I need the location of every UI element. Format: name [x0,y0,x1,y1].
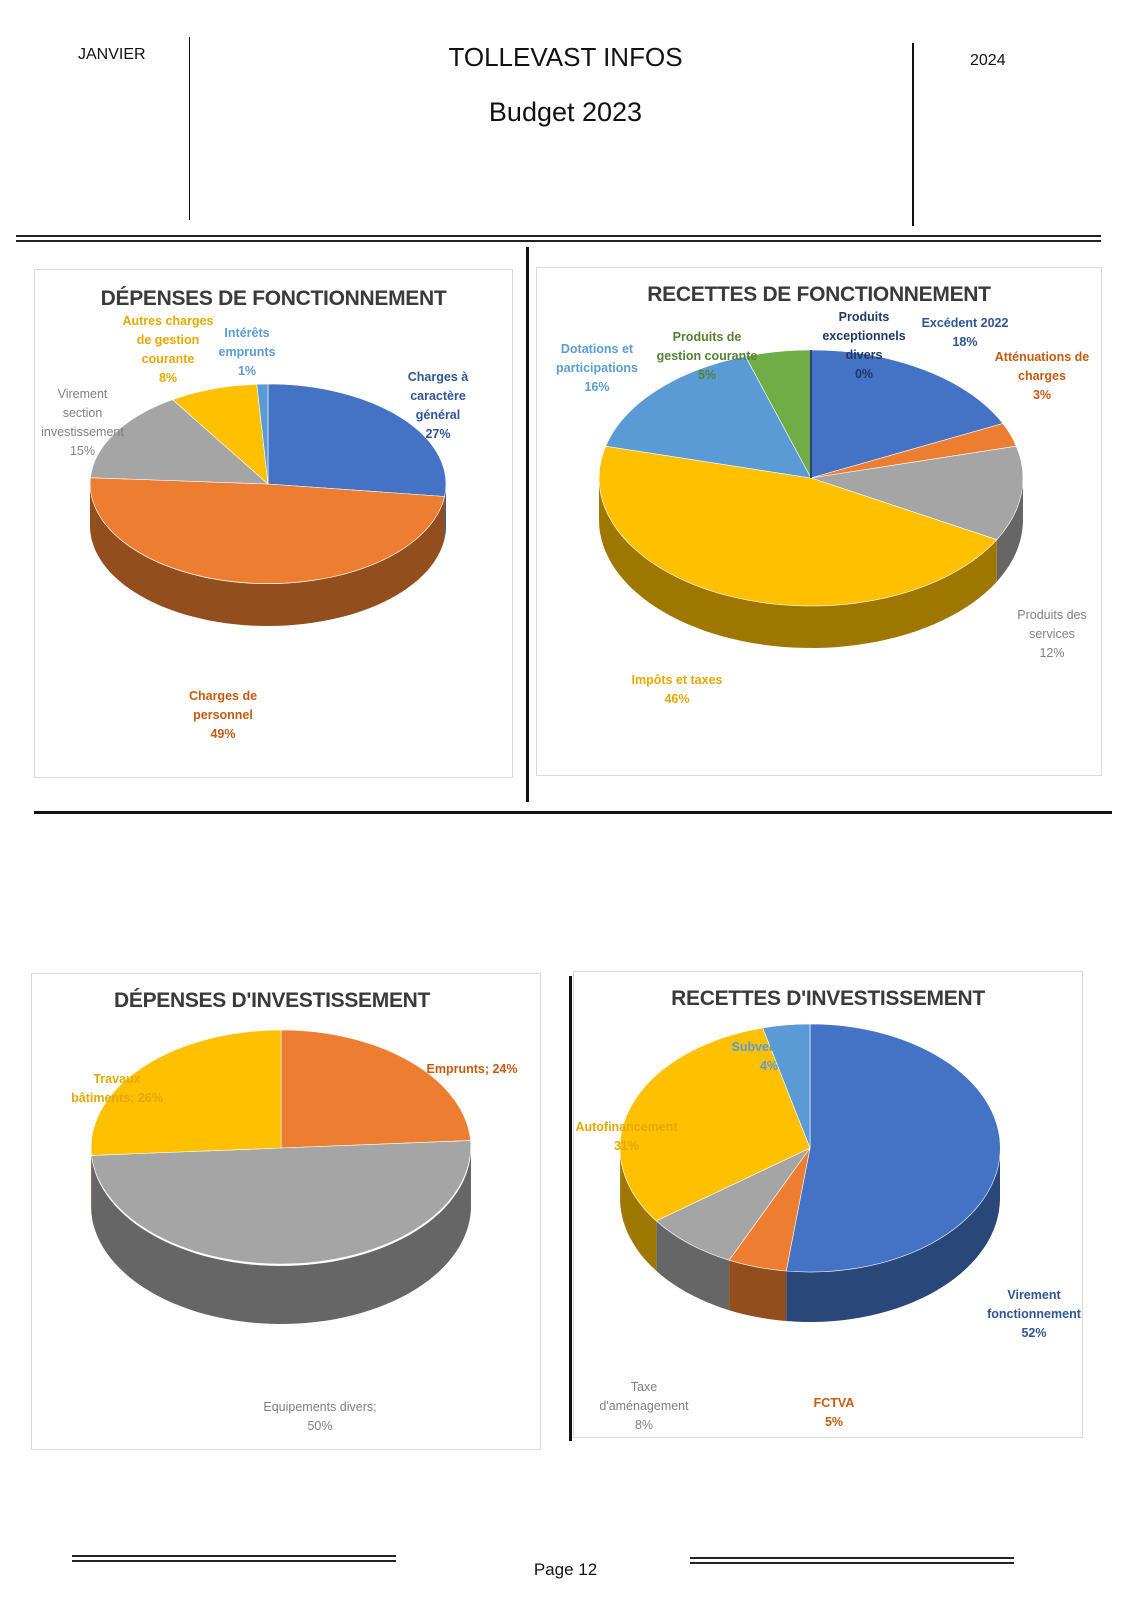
label-attenuations: Atténuations de charges 3% [994,350,1090,402]
pie-side-3 [620,1151,657,1271]
label-produits-exceptionnels: Produits exceptionnels divers 0% [822,310,906,381]
chart-title: RECETTES D'INVESTISSEMENT [671,987,985,1010]
label-produits-services: Produits des services 12% [1017,608,1087,660]
label-dotations: Dotations et participations 16% [556,342,638,394]
chart-recettes-fonctionnement: RECETTES DE FONCTIONNEMENT Excédent 2022… [536,267,1102,776]
chart-depenses-investissement: DÉPENSES D'INVESTISSEMENT Emprunts; 24% … [31,973,541,1450]
pie-chart [619,1023,1001,1322]
label-travaux: Travaux bâtiments; 26% [71,1072,163,1105]
page-title: Budget 2023 [488,97,643,127]
pie-slice-0 [267,383,447,497]
pie-slice-2 [655,1147,811,1261]
newsletter-title: TOLLEVAST INFOS [448,42,683,72]
pie-slice-4 [256,383,269,485]
label-autres-charges: Autres charges de gestion courante 8% [122,314,214,385]
bottom-charts-divider [569,976,572,1441]
pie-chart [598,349,1024,648]
label-taxe-amenagement: Taxe d'aménagement 8% [599,1380,689,1432]
pie-side-3 [599,477,997,648]
chart-recettes-investissement: RECETTES D'INVESTISSEMENT Virement foncti… [573,971,1083,1438]
pie-side-1 [91,1146,472,1324]
label-impots-taxes: Impôts et taxes 46% [631,673,723,706]
header-year: 2024 [970,52,1006,69]
label-virement-fonctionnement: Virement fonctionnement 52% [987,1288,1081,1340]
pie-side-2 [656,1220,730,1311]
section-rule [34,811,1112,814]
pie-slice-2 [90,399,269,485]
chart-title: RECETTES DE FONCTIONNEMENT [647,283,991,306]
pie-side-1 [90,482,445,626]
pie-side-0 [786,1149,1000,1322]
pie-chart [89,383,447,626]
header-divider-right [912,43,914,226]
label-interets-emprunts: Intérêts emprunts 1% [218,326,276,378]
top-charts-divider [526,247,529,802]
header-divider-left [189,37,190,220]
label-fctva: FCTVA 5% [813,1396,855,1429]
pie-slice-0 [810,349,1004,479]
header-rule [16,235,1101,242]
footer-rule-left [72,1555,396,1562]
pie-slice-3 [172,383,269,485]
pie-slice-1 [91,1140,472,1265]
pie-slice-3 [619,1027,811,1222]
pie-chart [90,1029,472,1324]
pie-slice-4 [762,1023,811,1149]
label-produits-gestion: Produits de gestion courante 5% [656,330,758,382]
label-virement-section: Virement section investissement 15% [41,387,124,458]
pie-slice-2 [90,1029,282,1156]
chart-title: DÉPENSES D'INVESTISSEMENT [114,989,431,1012]
page-number: Page 12 [533,1560,598,1579]
label-excedent: Excédent 2022 18% [921,316,1009,349]
pie-side-2 [996,476,1023,582]
pie-slice-0 [280,1029,471,1149]
label-emprunts: Emprunts; 24% [426,1062,518,1076]
pie-slice-0 [785,1023,1001,1273]
label-autofinancement: Autofinancement 31% [575,1120,678,1153]
pie-side-1 [729,1260,787,1321]
pie-slice-4 [605,355,812,479]
chart-title: DÉPENSES DE FONCTIONNEMENT [100,287,447,310]
pie-slice-2 [810,445,1024,541]
pie-side-0 [444,486,446,539]
footer-rule-right [690,1557,1014,1564]
label-subventions: Subventions 4% [731,1040,807,1073]
header-month: JANVIER [78,46,146,63]
pie-slice-1 [89,477,445,584]
label-charges-generales: Charges à caractère général 27% [407,370,469,441]
pie-slice-3 [598,445,998,607]
label-equipements: Equipements divers; 50% [263,1400,377,1433]
label-charges-personnel: Charges de personnel 49% [188,689,258,741]
chart-depenses-fonctionnement: DÉPENSES DE FONCTIONNEMENT Charges à cara… [34,269,513,778]
